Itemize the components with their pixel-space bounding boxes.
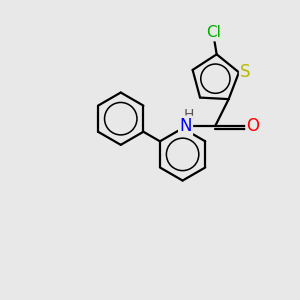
Text: Cl: Cl xyxy=(206,25,221,40)
Text: H: H xyxy=(184,108,194,122)
Text: S: S xyxy=(240,63,251,81)
Text: O: O xyxy=(247,117,260,135)
Text: N: N xyxy=(179,117,192,135)
